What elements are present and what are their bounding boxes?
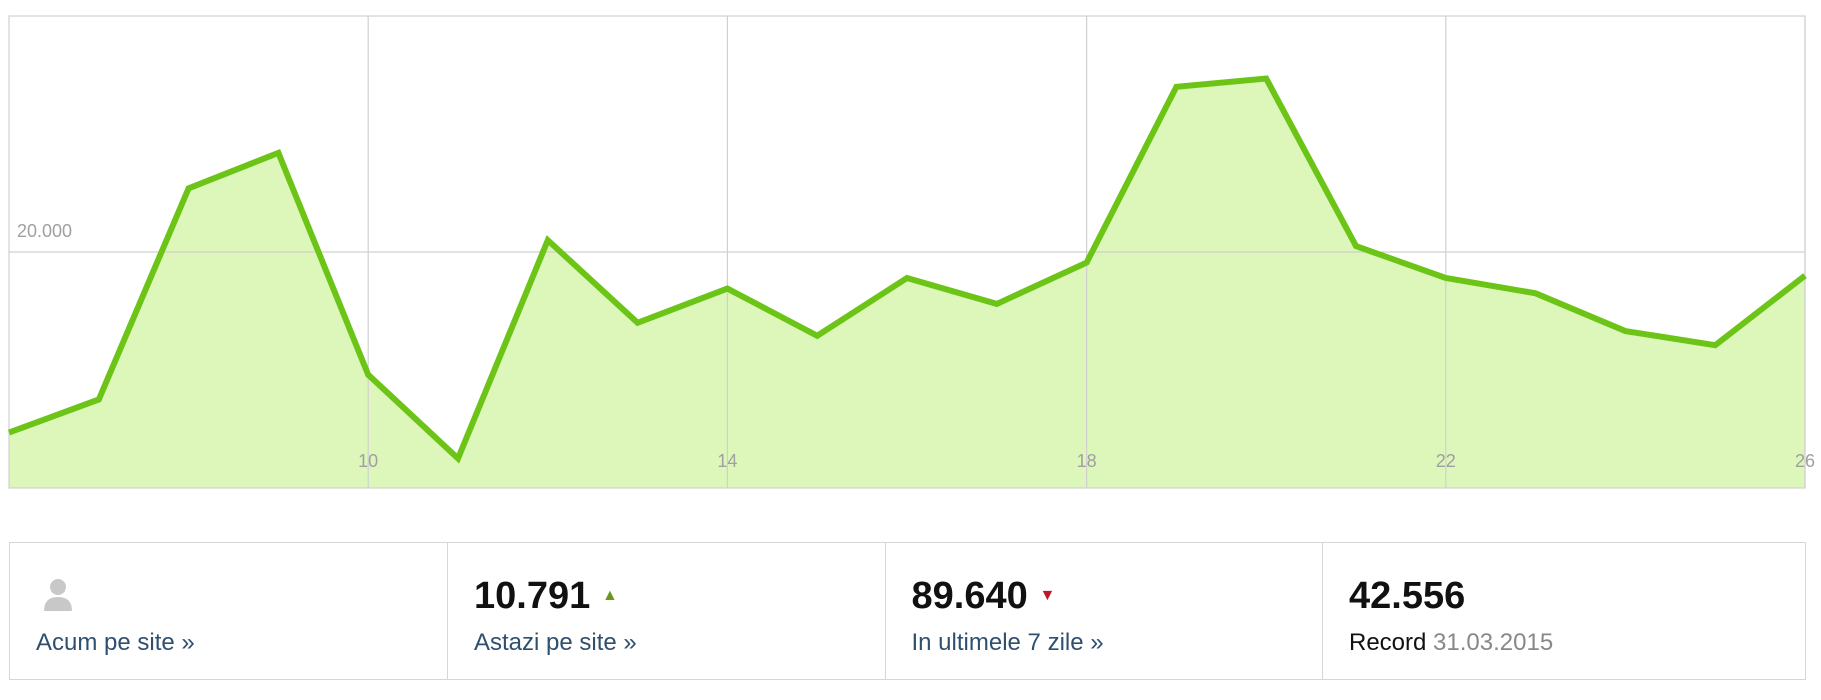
stat-cell: Acum pe site »	[10, 543, 447, 679]
area	[9, 78, 1805, 488]
stats-panel: Acum pe site » 10.791 ▲ Astazi pe site »…	[9, 542, 1806, 680]
x-tick-label: 10	[358, 451, 378, 471]
x-tick-label: 14	[717, 451, 737, 471]
x-tick-label: 26	[1795, 451, 1815, 471]
stat-label: Record 31.03.2015	[1349, 629, 1553, 657]
record-date: 31.03.2015	[1433, 629, 1554, 656]
trend-arrow: ▲	[602, 587, 618, 604]
stat-link[interactable]: Acum pe site »	[36, 629, 195, 656]
record-label: Record	[1349, 629, 1427, 656]
stat-link[interactable]: In ultimele 7 zile »	[911, 629, 1104, 656]
stat-value: 10.791	[474, 575, 591, 617]
x-tick-label: 22	[1436, 451, 1456, 471]
y-tick-label: 20.000	[17, 221, 72, 241]
line	[7, 75, 1807, 464]
chart: 10 14 18 22 26 20.000	[7, 15, 1815, 489]
x-tick-label: 18	[1077, 451, 1097, 471]
stat-cell: 89.640 ▼ In ultimele 7 zile »	[884, 543, 1323, 679]
stat-link[interactable]: Astazi pe site »	[474, 629, 637, 656]
plot-frame	[8, 15, 1806, 489]
trend-arrow: ▼	[1039, 587, 1056, 604]
stat-cell: 10.791 ▲ Astazi pe site »	[447, 543, 885, 679]
user-icon	[44, 579, 72, 611]
stat-cell: 42.556 Record 31.03.2015	[1322, 543, 1805, 679]
stat-value: 42.556	[1349, 575, 1466, 617]
stat-value: 89.640	[911, 575, 1028, 617]
